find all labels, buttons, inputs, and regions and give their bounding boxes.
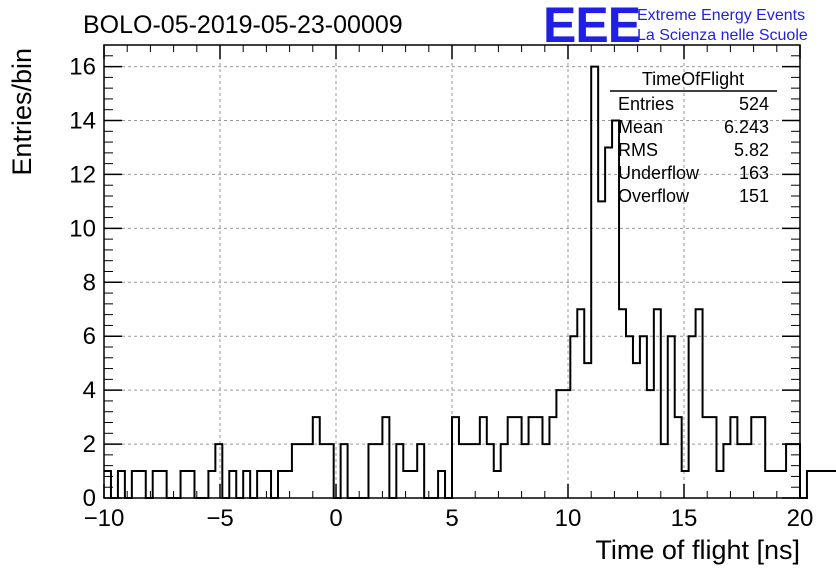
logo-line-2: La Scienza nelle Scuole xyxy=(637,27,808,44)
stats-label: Overflow xyxy=(618,186,690,206)
x-tick-label: 0 xyxy=(329,505,342,532)
y-tick-label: 0 xyxy=(83,485,96,512)
stats-box: TimeOfFlight Entries 524 Mean 6.243 RMS 5.82 U… xyxy=(610,69,777,206)
stats-value: 151 xyxy=(739,186,769,206)
stats-rows: Entries 524 Mean 6.243 RMS 5.82 Underflow 163 Ov… xyxy=(618,94,769,206)
chart-title: BOLO-05-2019-05-23-00009 xyxy=(83,11,403,39)
x-tick-label: 20 xyxy=(787,505,814,532)
y-tick-label: 6 xyxy=(83,323,96,350)
eee-logo-mark: EEE xyxy=(543,0,640,53)
stats-value: 163 xyxy=(739,163,769,183)
x-tick-label: 10 xyxy=(555,505,582,532)
y-tick-label: 16 xyxy=(69,54,96,81)
y-tick-label: 10 xyxy=(69,215,96,242)
logo-line-1: Extreme Energy Events xyxy=(637,7,805,24)
x-tick-label: −10 xyxy=(84,505,125,532)
y-tick-label: 2 xyxy=(83,431,96,458)
stats-label: Entries xyxy=(618,94,674,114)
stats-label: Mean xyxy=(618,117,663,137)
y-tick-label: 8 xyxy=(83,269,96,296)
x-axis-label: Time of flight [ns] xyxy=(595,535,800,565)
stats-value: 6.243 xyxy=(724,117,769,137)
y-tick-label: 14 xyxy=(69,108,96,135)
x-tick-label: −5 xyxy=(206,505,233,532)
y-axis-ticks: 0 2 4 6 8 10 12 14 16 xyxy=(69,54,800,512)
y-tick-label: 4 xyxy=(83,377,96,404)
stats-label: Underflow xyxy=(618,163,700,183)
x-axis-ticks: −10 −5 0 5 10 15 20 xyxy=(84,45,814,532)
stats-value: 524 xyxy=(739,94,769,114)
stats-value: 5.82 xyxy=(734,140,769,160)
y-tick-label: 12 xyxy=(69,161,96,188)
x-tick-label: 5 xyxy=(445,505,458,532)
stats-label: RMS xyxy=(618,140,658,160)
eee-logo: EEE Extreme Energy Events La Scienza nel… xyxy=(543,0,808,53)
x-tick-label: 15 xyxy=(671,505,698,532)
stats-title: TimeOfFlight xyxy=(642,69,744,89)
y-axis-label: Entries/bin xyxy=(7,48,37,176)
